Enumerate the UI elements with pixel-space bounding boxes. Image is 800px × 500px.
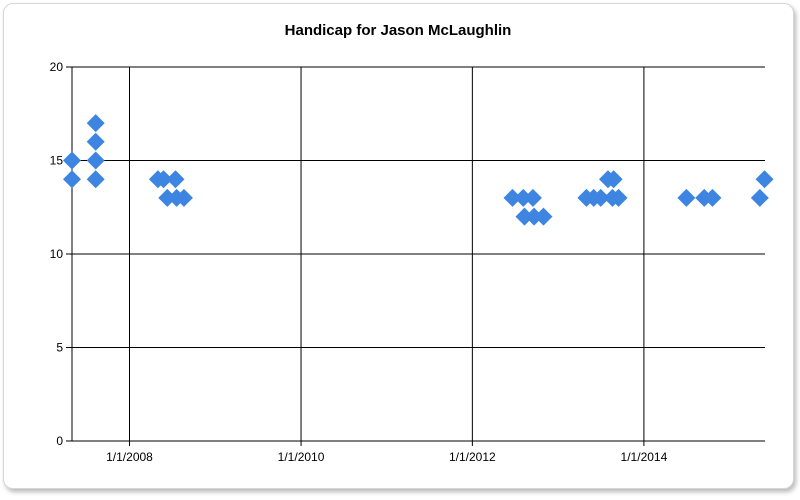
data-point	[158, 188, 177, 207]
data-point	[755, 170, 774, 189]
y-tick-label: 0	[56, 434, 63, 448]
data-point	[604, 170, 623, 189]
data-point	[503, 188, 522, 207]
data-point	[63, 151, 81, 170]
chart-title: Handicap for Jason McLaughlin	[284, 22, 512, 39]
data-point	[525, 207, 544, 226]
y-tick-label: 20	[50, 60, 64, 74]
tick-labels: 0 5 10 15 20 1/1/2008 1/1/2010 1/1/2012 1/1/2014	[50, 60, 668, 464]
grid-lines	[72, 66, 765, 441]
data-point	[63, 170, 81, 189]
chart-card	[3, 3, 794, 489]
data-point	[514, 188, 533, 207]
data-point	[515, 207, 534, 226]
data-points	[63, 114, 774, 226]
data-point	[677, 188, 696, 207]
y-tick-label: 15	[50, 154, 64, 168]
data-point	[591, 188, 610, 207]
y-tick-label: 5	[56, 341, 63, 355]
x-tick-label: 1/1/2010	[278, 450, 325, 464]
data-point	[523, 188, 542, 207]
data-point	[166, 170, 185, 189]
data-point	[609, 188, 628, 207]
y-tick-label: 10	[50, 247, 64, 261]
data-point	[154, 170, 173, 189]
data-point	[750, 188, 769, 207]
data-point	[703, 188, 722, 207]
data-point	[86, 151, 105, 170]
data-point	[174, 188, 193, 207]
x-tick-label: 1/1/2012	[449, 450, 496, 464]
data-point	[534, 207, 553, 226]
x-tick-label: 1/1/2014	[621, 450, 668, 464]
data-point	[86, 170, 105, 189]
data-point	[86, 132, 105, 151]
axes	[66, 66, 765, 446]
x-tick-label: 1/1/2008	[106, 450, 153, 464]
data-point	[86, 114, 105, 133]
